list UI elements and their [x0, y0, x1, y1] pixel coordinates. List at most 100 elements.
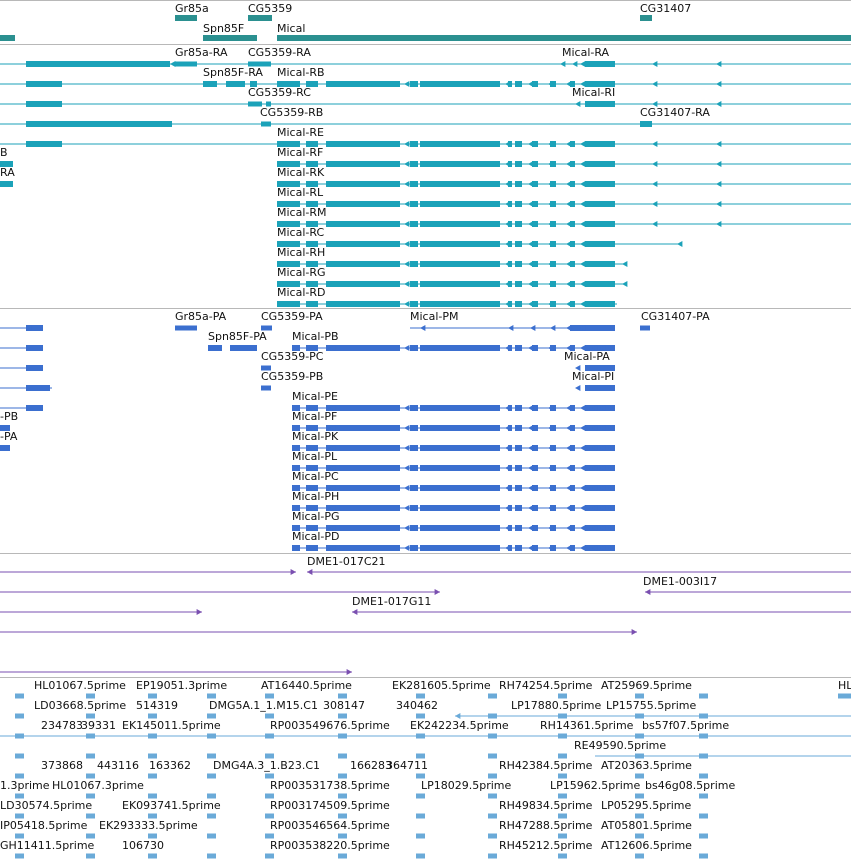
strand-arrow[interactable]: [716, 61, 722, 67]
strand-arrow[interactable]: [528, 261, 534, 267]
strand-arrow[interactable]: [346, 669, 352, 675]
strand-arrow[interactable]: [592, 281, 598, 287]
strand-arrow[interactable]: [434, 589, 440, 595]
strand-arrow[interactable]: [600, 241, 606, 247]
exon-block[interactable]: [570, 345, 575, 351]
exon-block[interactable]: [532, 201, 538, 207]
exon-block[interactable]: [175, 325, 197, 331]
est-block[interactable]: [265, 833, 274, 839]
exon-block[interactable]: [515, 465, 522, 471]
exon-block[interactable]: [532, 141, 538, 147]
exon-block[interactable]: [326, 181, 400, 187]
strand-arrow[interactable]: [600, 405, 606, 411]
feature-label[interactable]: Mical-RE: [277, 126, 324, 139]
feature-label[interactable]: EK293333.5prime: [99, 819, 198, 832]
est-block[interactable]: [148, 713, 157, 719]
exon-block[interactable]: [640, 121, 652, 127]
exon-block[interactable]: [277, 301, 300, 307]
est-block[interactable]: [148, 833, 157, 839]
strand-arrow[interactable]: [505, 485, 511, 491]
strand-arrow[interactable]: [592, 505, 598, 511]
strand-arrow[interactable]: [307, 569, 313, 575]
feature-label[interactable]: Mical-PH: [292, 490, 340, 503]
exon-block[interactable]: [420, 161, 500, 167]
exon-block[interactable]: [585, 385, 615, 391]
strand-arrow[interactable]: [600, 221, 606, 227]
feature-label[interactable]: -PA: [0, 430, 18, 443]
exon-block[interactable]: [326, 261, 400, 267]
strand-arrow[interactable]: [716, 201, 722, 207]
strand-arrow[interactable]: [528, 141, 534, 147]
est-block[interactable]: [838, 693, 851, 699]
strand-arrow[interactable]: [592, 465, 598, 471]
exon-block[interactable]: [532, 545, 538, 551]
strand-arrow[interactable]: [580, 141, 586, 147]
strand-arrow[interactable]: [412, 161, 418, 167]
feature-label[interactable]: Spn85F-RA: [203, 66, 263, 79]
est-block[interactable]: [699, 693, 708, 699]
strand-arrow[interactable]: [548, 425, 554, 431]
exon-block[interactable]: [515, 221, 522, 227]
strand-arrow[interactable]: [330, 181, 336, 187]
exon-block[interactable]: [532, 345, 538, 351]
strand-arrow[interactable]: [652, 161, 658, 167]
feature-label[interactable]: Mical-RF: [277, 146, 324, 159]
exon-block[interactable]: [306, 261, 318, 267]
strand-arrow[interactable]: [600, 301, 606, 307]
est-block[interactable]: [265, 753, 274, 759]
est-block[interactable]: [338, 693, 347, 699]
strand-arrow[interactable]: [548, 241, 554, 247]
feature-label[interactable]: DME1-017C21: [307, 555, 386, 568]
feature-label[interactable]: HL01067.3prime: [52, 779, 144, 792]
est-block[interactable]: [558, 833, 567, 839]
exon-block[interactable]: [515, 281, 522, 287]
exon-block[interactable]: [515, 445, 522, 451]
est-block[interactable]: [207, 693, 216, 699]
exon-block[interactable]: [570, 505, 575, 511]
exon-block[interactable]: [292, 505, 300, 511]
strand-arrow[interactable]: [404, 221, 410, 227]
feature-label[interactable]: bs46g08.5prime: [645, 779, 736, 792]
feature-label[interactable]: bs57f07.5prime: [642, 719, 730, 732]
feature-label[interactable]: CG5359-RA: [248, 46, 311, 59]
strand-arrow[interactable]: [505, 161, 511, 167]
strand-arrow[interactable]: [580, 241, 586, 247]
strand-arrow[interactable]: [580, 61, 586, 67]
strand-arrow[interactable]: [404, 81, 410, 87]
strand-arrow[interactable]: [330, 405, 336, 411]
est-block[interactable]: [86, 833, 95, 839]
strand-arrow[interactable]: [566, 261, 572, 267]
strand-arrow[interactable]: [592, 545, 598, 551]
exon-block[interactable]: [261, 325, 272, 331]
strand-arrow[interactable]: [404, 281, 410, 287]
strand-arrow[interactable]: [600, 81, 606, 87]
strand-arrow[interactable]: [404, 525, 410, 531]
feature-label[interactable]: RH74254.5prime: [499, 679, 593, 692]
exon-block[interactable]: [261, 385, 271, 391]
strand-arrow[interactable]: [404, 261, 410, 267]
strand-arrow[interactable]: [600, 505, 606, 511]
strand-arrow[interactable]: [575, 365, 581, 371]
est-block[interactable]: [86, 853, 95, 859]
est-block[interactable]: [416, 793, 425, 799]
feature-label[interactable]: RE49590.5prime: [574, 739, 667, 752]
strand-arrow[interactable]: [420, 325, 426, 331]
exon-block[interactable]: [570, 525, 575, 531]
strand-arrow[interactable]: [566, 405, 572, 411]
strand-arrow[interactable]: [528, 545, 534, 551]
strand-arrow[interactable]: [652, 141, 658, 147]
feature-label[interactable]: RH45212.5prime: [499, 839, 593, 852]
feature-label[interactable]: CG31407-RA: [640, 106, 710, 119]
est-block[interactable]: [86, 773, 95, 779]
est-block[interactable]: [416, 853, 425, 859]
exon-block[interactable]: [420, 301, 500, 307]
exon-block[interactable]: [306, 181, 318, 187]
est-block[interactable]: [699, 813, 708, 819]
feature-label[interactable]: DMG4A.3_1.B23.C1: [213, 759, 321, 772]
strand-arrow[interactable]: [608, 301, 614, 307]
strand-arrow[interactable]: [166, 121, 172, 127]
exon-block[interactable]: [515, 545, 522, 551]
est-block[interactable]: [635, 853, 644, 859]
strand-arrow[interactable]: [528, 301, 534, 307]
strand-arrow[interactable]: [505, 525, 511, 531]
